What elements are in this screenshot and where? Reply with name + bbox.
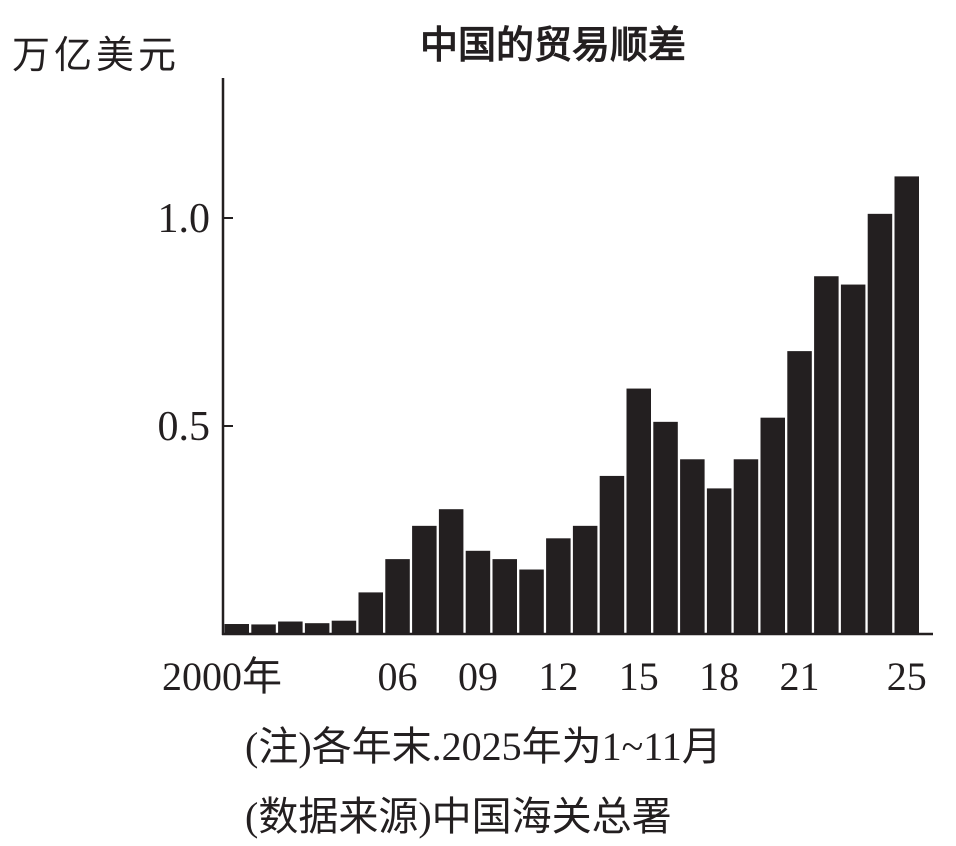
- bar-2024: [867, 213, 893, 634]
- bar-2018: [706, 488, 732, 634]
- x-tick-label: 2000年: [162, 654, 282, 699]
- bar-2003: [304, 623, 330, 634]
- bar-2010: [492, 559, 517, 634]
- bar-2000: [224, 624, 249, 634]
- bar-2019: [733, 459, 759, 634]
- y-ticks: 0.5 1.0: [158, 196, 233, 450]
- bar-2005: [358, 592, 383, 634]
- bar-2007: [412, 525, 437, 634]
- bar-2011: [519, 569, 544, 634]
- x-tick-label: 12: [538, 654, 578, 699]
- bar-2025: [894, 176, 919, 634]
- bar-2015: [626, 388, 651, 634]
- bar-2004: [331, 620, 357, 634]
- bar-2002: [278, 621, 303, 634]
- bar-2023: [840, 284, 866, 634]
- bar-2017: [680, 459, 705, 634]
- bar-2021: [787, 351, 812, 634]
- x-tick-label: 21: [780, 654, 820, 699]
- bar-2001: [251, 624, 276, 634]
- bar-2009: [465, 550, 491, 634]
- bar-2016: [653, 421, 678, 634]
- x-tick-label: 06: [378, 654, 418, 699]
- bar-2020: [760, 417, 785, 634]
- y-axis-unit-label: 万亿美元: [12, 33, 180, 77]
- x-tick-label: 18: [699, 654, 739, 699]
- bar-2006: [385, 559, 410, 634]
- bar-2013: [572, 525, 598, 634]
- chart-title: 中国的贸易顺差: [420, 23, 686, 67]
- bar-2012: [546, 538, 571, 634]
- chart-source: (数据来源)中国海关总署: [245, 794, 672, 839]
- x-tick-label: 09: [458, 654, 498, 699]
- y-tick-label: 0.5: [158, 404, 211, 450]
- y-tick-label: 1.0: [158, 196, 211, 242]
- bars: [224, 176, 919, 634]
- x-tick-label: 25: [887, 654, 927, 699]
- chart-note: (注)各年末.2025年为1~11月: [245, 724, 722, 769]
- x-ticks: 2000年 06 09 12 15 18 21 25: [162, 654, 927, 699]
- bar-2022: [814, 276, 839, 634]
- bar-2008: [438, 509, 464, 634]
- x-tick-label: 15: [619, 654, 659, 699]
- bar-2014: [599, 475, 625, 634]
